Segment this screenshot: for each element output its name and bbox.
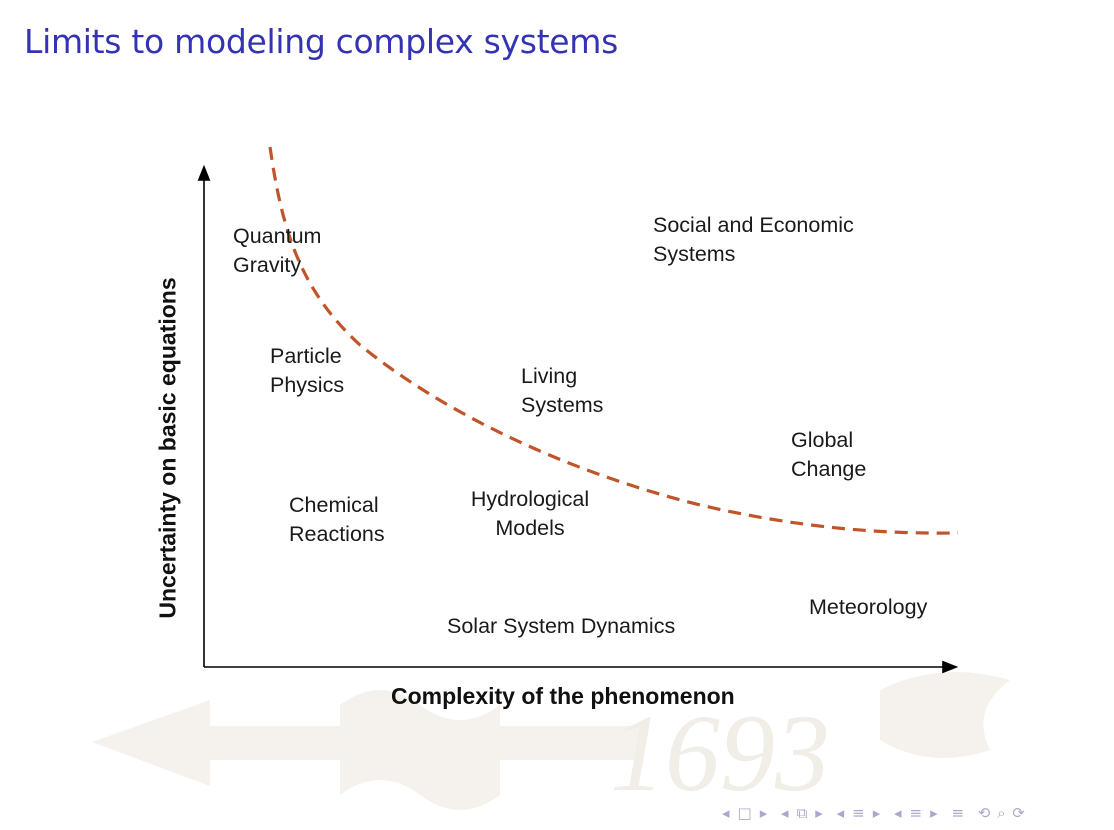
region-label-line: Living xyxy=(521,364,578,388)
region-label-line: Social and Economic xyxy=(653,213,854,237)
region-label-hydrological-models: Hydrological Models xyxy=(460,485,600,543)
region-label-line: Physics xyxy=(270,373,345,397)
modeling-limit-boundary-curve xyxy=(268,146,959,535)
region-label-line: Global xyxy=(791,428,854,452)
region-label-living-systems: Living Systems xyxy=(521,362,603,420)
region-label-line: Systems xyxy=(521,393,604,417)
prev-doc-icon[interactable]: ◂ xyxy=(894,804,903,822)
region-label-meteorology: Meteorology xyxy=(809,593,927,622)
prev-subsection-icon[interactable]: ◂ xyxy=(781,804,790,822)
prev-frame-icon[interactable]: ◂ xyxy=(722,804,731,822)
region-label-line: Chemical xyxy=(289,493,379,517)
watermark-scroll-shape xyxy=(340,690,500,810)
slide-title: Limits to modeling complex systems xyxy=(24,22,619,61)
region-label-quantum-gravity: Quantum Gravity xyxy=(233,222,321,280)
section-icon[interactable]: ≡ xyxy=(852,804,866,822)
next-subsection-icon[interactable]: ▸ xyxy=(815,804,824,822)
beamer-navigation-bar: ◂ □ ▸ ◂ ⧉ ▸ ◂ ≡ ▸ ◂ ≡ ▸ ≡ ⟲ ⌕ ⟳ xyxy=(722,804,1033,822)
next-section-icon[interactable]: ▸ xyxy=(872,804,882,822)
region-label-line: Change xyxy=(791,457,867,481)
frame-icon[interactable]: □ xyxy=(737,804,753,822)
region-label-line: Hydrological xyxy=(470,487,590,511)
region-label-line: Solar System Dynamics xyxy=(447,614,676,638)
region-label-line: Reactions xyxy=(289,522,385,546)
region-label-social-economic-systems: Social and Economic Systems xyxy=(653,211,854,269)
region-label-line: Models xyxy=(495,516,565,540)
region-label-chemical-reactions: Chemical Reactions xyxy=(289,491,385,549)
region-label-global-change: Global Change xyxy=(791,426,866,484)
next-frame-icon[interactable]: ▸ xyxy=(759,804,769,822)
region-label-line: Quantum xyxy=(233,224,322,248)
region-label-line: Systems xyxy=(653,242,736,266)
doc-icon[interactable]: ≡ xyxy=(909,804,924,822)
search-navigation-icons[interactable]: ⟲ ⌕ ⟳ xyxy=(977,804,1026,822)
next-doc-icon[interactable]: ▸ xyxy=(930,804,939,822)
region-label-line: Gravity xyxy=(233,253,302,277)
region-label-line: Meteorology xyxy=(809,595,928,619)
subsection-icon[interactable]: ⧉ xyxy=(796,804,809,822)
x-axis-label: Complexity of the phenomenon xyxy=(391,683,735,709)
region-label-particle-physics: Particle Physics xyxy=(270,342,344,400)
watermark-year: 1693 xyxy=(610,692,830,814)
prev-section-icon[interactable]: ◂ xyxy=(836,804,846,822)
watermark-right-flourish xyxy=(880,672,1010,758)
region-label-line: Particle xyxy=(270,344,342,368)
appendix-icon[interactable]: ≡ xyxy=(951,804,966,822)
y-axis-label: Uncertainty on basic equations xyxy=(154,277,181,619)
region-label-solar-system-dynamics: Solar System Dynamics xyxy=(447,612,675,641)
